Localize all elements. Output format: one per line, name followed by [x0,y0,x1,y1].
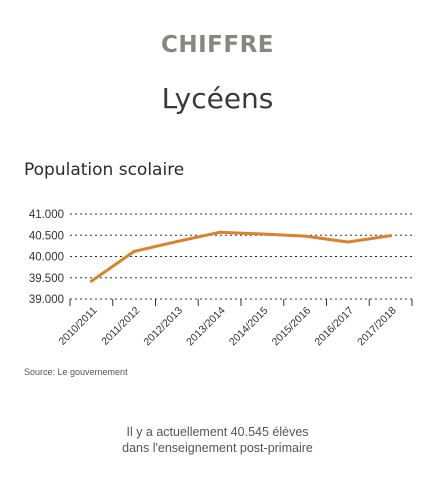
y-tick-label: 39.000 [29,294,64,306]
data-point [346,240,350,244]
headline: Lycéens [161,82,274,115]
summary-line-1: Il y a actuellement 40.545 élèves [126,425,309,439]
kicker-label: CHIFFRE [160,32,275,58]
x-tick-label: 2013/2014 [184,305,228,349]
data-point [89,279,93,283]
data-point [175,240,179,244]
y-tick-label: 41.000 [29,209,64,221]
x-tick-label: 2012/2013 [141,305,185,349]
x-tick-label: 2015/2016 [270,305,314,349]
x-tick-label: 2011/2012 [99,305,142,348]
data-point [132,249,136,253]
x-tick-label: 2010/2011 [56,305,99,348]
data-point [260,232,264,236]
summary-note: Il y a actuellement 40.545 élèves dans l… [0,424,435,456]
data-point [303,234,307,238]
y-tick-label: 40.000 [29,252,64,264]
summary-line-2: dans l'enseignement post-primaire [122,441,313,455]
x-tick-label: 2016/2017 [312,305,356,349]
chart-title: Population scolaire [24,160,185,180]
x-tick-label: 2014/2015 [227,305,271,349]
source-note: Source: Le gouvernement [24,367,128,377]
data-point [218,230,222,234]
y-tick-label: 39.500 [29,273,64,285]
data-point [389,234,393,238]
series-line [89,230,393,283]
x-tick-label: 2017/2018 [355,305,399,349]
y-tick-label: 40.500 [29,230,64,242]
